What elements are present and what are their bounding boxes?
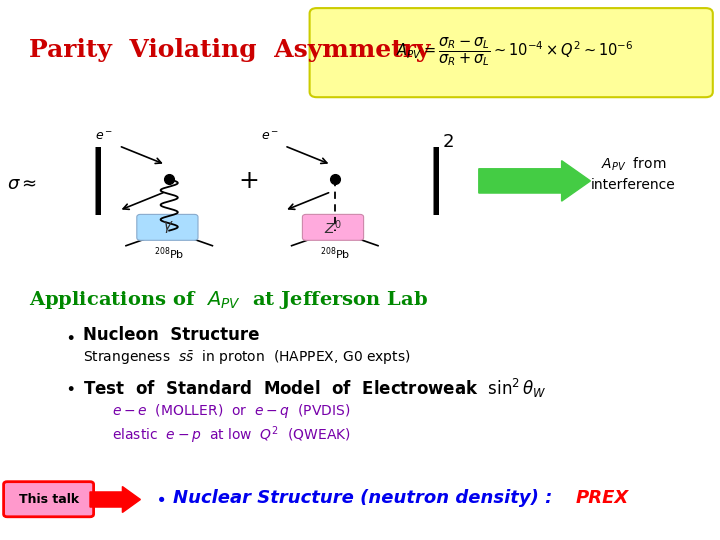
Text: $A_{PV}$  from
interference: $A_{PV}$ from interference <box>591 156 676 192</box>
FancyBboxPatch shape <box>302 214 364 240</box>
Text: Test  of  Standard  Model  of  Electroweak  $\sin^2\theta_W$: Test of Standard Model of Electroweak $\… <box>83 377 546 400</box>
Text: $|$: $|$ <box>424 145 440 217</box>
Text: Nuclear Structure (neutron density) :: Nuclear Structure (neutron density) : <box>173 489 564 507</box>
FancyArrow shape <box>479 160 590 201</box>
FancyBboxPatch shape <box>310 8 713 97</box>
Text: $e^-$: $e^-$ <box>95 130 114 143</box>
Text: $Z^0$: $Z^0$ <box>324 218 343 237</box>
Text: $\bullet$: $\bullet$ <box>65 378 74 396</box>
Text: PREX: PREX <box>576 489 629 507</box>
Text: Strangeness  $s\bar{s}$  in proton  (HAPPEX, G0 expts): Strangeness $s\bar{s}$ in proton (HAPPEX… <box>83 348 410 366</box>
Text: 2: 2 <box>443 133 454 151</box>
Text: This talk: This talk <box>19 493 79 506</box>
Text: $A_{PV} = \dfrac{\sigma_R - \sigma_L}{\sigma_R + \sigma_L} \sim 10^{-4} \times Q: $A_{PV} = \dfrac{\sigma_R - \sigma_L}{\s… <box>396 35 634 68</box>
Text: $|$: $|$ <box>86 145 102 217</box>
Text: $\bullet$: $\bullet$ <box>155 489 165 507</box>
Text: $e-e$  (MOLLER)  or  $e-q$  (PVDIS): $e-e$ (MOLLER) or $e-q$ (PVDIS) <box>112 402 350 420</box>
Text: $^{208}$Pb: $^{208}$Pb <box>154 246 184 262</box>
Text: Nucleon  Structure: Nucleon Structure <box>83 326 259 343</box>
Text: Applications of  $A_{PV}$  at Jefferson Lab: Applications of $A_{PV}$ at Jefferson La… <box>29 289 428 311</box>
Text: $\bullet$: $\bullet$ <box>65 327 74 345</box>
Text: elastic  $e-p$  at low  $Q^2$  (QWEAK): elastic $e-p$ at low $Q^2$ (QWEAK) <box>112 424 351 446</box>
FancyArrow shape <box>90 487 140 512</box>
Text: $e^-$: $e^-$ <box>261 130 279 143</box>
Text: $^{208}$Pb: $^{208}$Pb <box>320 246 350 262</box>
Text: $+$: $+$ <box>238 169 258 193</box>
Text: Parity  Violating  Asymmetry: Parity Violating Asymmetry <box>29 38 430 62</box>
Text: $\sigma \approx$: $\sigma \approx$ <box>7 174 37 193</box>
Text: $\gamma$: $\gamma$ <box>162 219 174 235</box>
FancyBboxPatch shape <box>4 482 94 517</box>
FancyBboxPatch shape <box>137 214 198 240</box>
